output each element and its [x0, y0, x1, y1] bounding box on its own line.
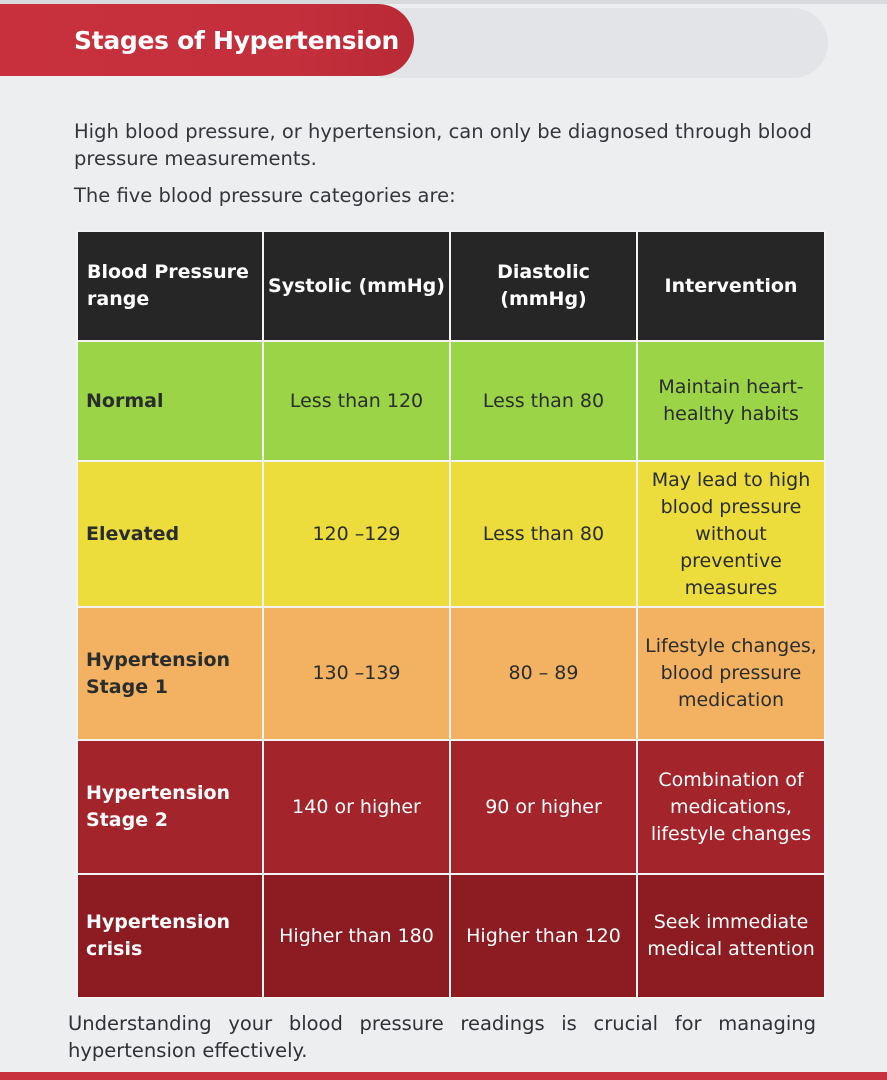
page-title: Stages of Hypertension: [74, 25, 399, 55]
diastolic-cell: Higher than 120: [449, 873, 638, 999]
title-banner: Stages of Hypertension: [0, 4, 414, 76]
category-cell: Normal: [76, 340, 264, 462]
table-row-crisis: Hypertension crisis Higher than 180 High…: [76, 873, 826, 999]
blood-pressure-table: Blood Pressure range Systolic (mmHg) Dia…: [76, 230, 826, 999]
intervention-cell: Combination of medications, lifestyle ch…: [636, 739, 826, 875]
category-cell: Hypertension Stage 2: [76, 739, 264, 875]
table-row-stage-1: Hypertension Stage 1 130 –139 80 – 89 Li…: [76, 606, 826, 741]
systolic-cell: 130 –139: [262, 606, 451, 741]
table-row-normal: Normal Less than 120 Less than 80 Mainta…: [76, 340, 826, 462]
intro-text: High blood pressure, or hypertension, ca…: [74, 118, 844, 209]
category-cell: Hypertension crisis: [76, 873, 264, 999]
table-header-row: Blood Pressure range Systolic (mmHg) Dia…: [76, 230, 826, 342]
diastolic-cell: 80 – 89: [449, 606, 638, 741]
intervention-cell: Lifestyle changes, blood pressure medica…: [636, 606, 826, 741]
intervention-cell: Seek immediate medical attention: [636, 873, 826, 999]
header-systolic: Systolic (mmHg): [262, 230, 451, 342]
table-row-elevated: Elevated 120 –129 Less than 80 May lead …: [76, 460, 826, 608]
bottom-accent-bar: [0, 1072, 887, 1080]
top-edge: [0, 0, 887, 4]
diastolic-cell: Less than 80: [449, 460, 638, 608]
systolic-cell: Less than 120: [262, 340, 451, 462]
intervention-cell: May lead to high blood pressure without …: [636, 460, 826, 608]
category-cell: Hypertension Stage 1: [76, 606, 264, 741]
title-pill-background: [380, 8, 828, 78]
header-range: Blood Pressure range: [76, 230, 264, 342]
systolic-cell: Higher than 180: [262, 873, 451, 999]
diastolic-cell: Less than 80: [449, 340, 638, 462]
intervention-cell: Maintain heart-healthy habits: [636, 340, 826, 462]
systolic-cell: 120 –129: [262, 460, 451, 608]
systolic-cell: 140 or higher: [262, 739, 451, 875]
intro-line-2: The five blood pressure categories are:: [74, 184, 456, 207]
header-diastolic: Diastolic (mmHg): [449, 230, 638, 342]
footer-text: Understanding your blood pressure readin…: [68, 1012, 816, 1062]
header-intervention: Intervention: [636, 230, 826, 342]
intro-line-1: High blood pressure, or hypertension, ca…: [74, 120, 812, 170]
category-cell: Elevated: [76, 460, 264, 608]
diastolic-cell: 90 or higher: [449, 739, 638, 875]
table-row-stage-2: Hypertension Stage 2 140 or higher 90 or…: [76, 739, 826, 875]
